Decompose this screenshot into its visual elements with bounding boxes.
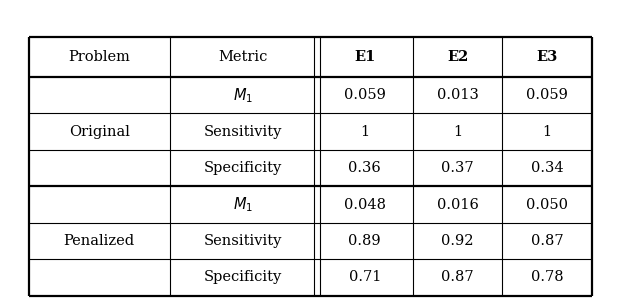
Text: 0.87: 0.87 [531, 234, 563, 248]
Text: 1: 1 [360, 125, 369, 139]
Text: 0.34: 0.34 [531, 161, 563, 175]
Text: $M_1$: $M_1$ [233, 195, 253, 214]
Text: $M_1$: $M_1$ [233, 86, 253, 105]
Text: 0.050: 0.050 [526, 198, 568, 212]
Text: Specificity: Specificity [204, 161, 282, 175]
Text: 0.71: 0.71 [349, 270, 381, 285]
Text: 0.013: 0.013 [436, 88, 479, 102]
Text: Penalized: Penalized [63, 234, 135, 248]
Text: Metric: Metric [218, 50, 268, 64]
Text: 0.92: 0.92 [442, 234, 474, 248]
Text: Sensitivity: Sensitivity [204, 234, 282, 248]
Text: 0.059: 0.059 [526, 88, 568, 102]
Text: Problem: Problem [68, 50, 130, 64]
Text: 0.048: 0.048 [344, 198, 386, 212]
Text: 1: 1 [453, 125, 462, 139]
Text: E2: E2 [447, 50, 468, 64]
Text: Specificity: Specificity [204, 270, 282, 285]
Text: Original: Original [68, 125, 130, 139]
Text: 0.36: 0.36 [348, 161, 381, 175]
Text: 1: 1 [543, 125, 552, 139]
Text: E1: E1 [354, 50, 376, 64]
Text: 0.89: 0.89 [349, 234, 381, 248]
Text: 0.78: 0.78 [531, 270, 563, 285]
Text: 0.016: 0.016 [436, 198, 479, 212]
Text: 0.37: 0.37 [442, 161, 474, 175]
Text: 0.87: 0.87 [442, 270, 474, 285]
Text: E3: E3 [536, 50, 558, 64]
Text: 0.059: 0.059 [344, 88, 386, 102]
Text: Sensitivity: Sensitivity [204, 125, 282, 139]
